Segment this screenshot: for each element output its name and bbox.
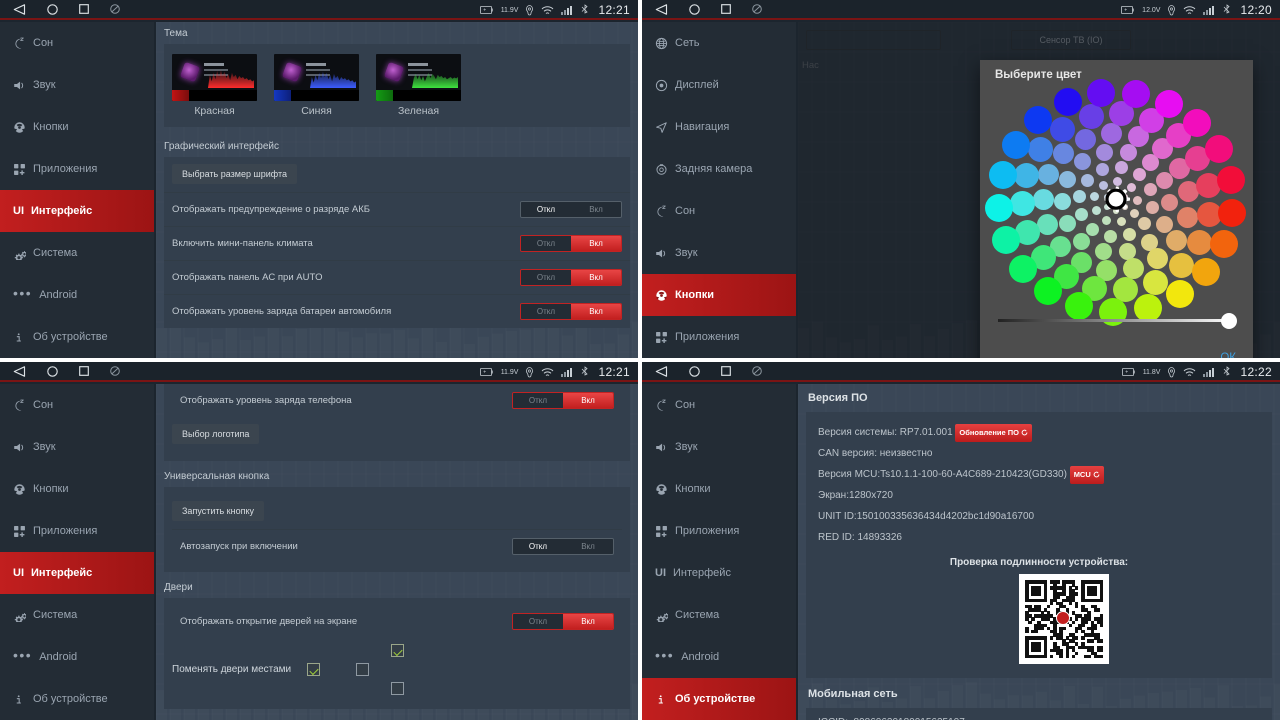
svg-text:+: + <box>1124 8 1127 14</box>
svg-text:+: + <box>483 8 486 14</box>
svg-text:+: + <box>483 370 486 376</box>
svg-text:+: + <box>1125 370 1128 376</box>
